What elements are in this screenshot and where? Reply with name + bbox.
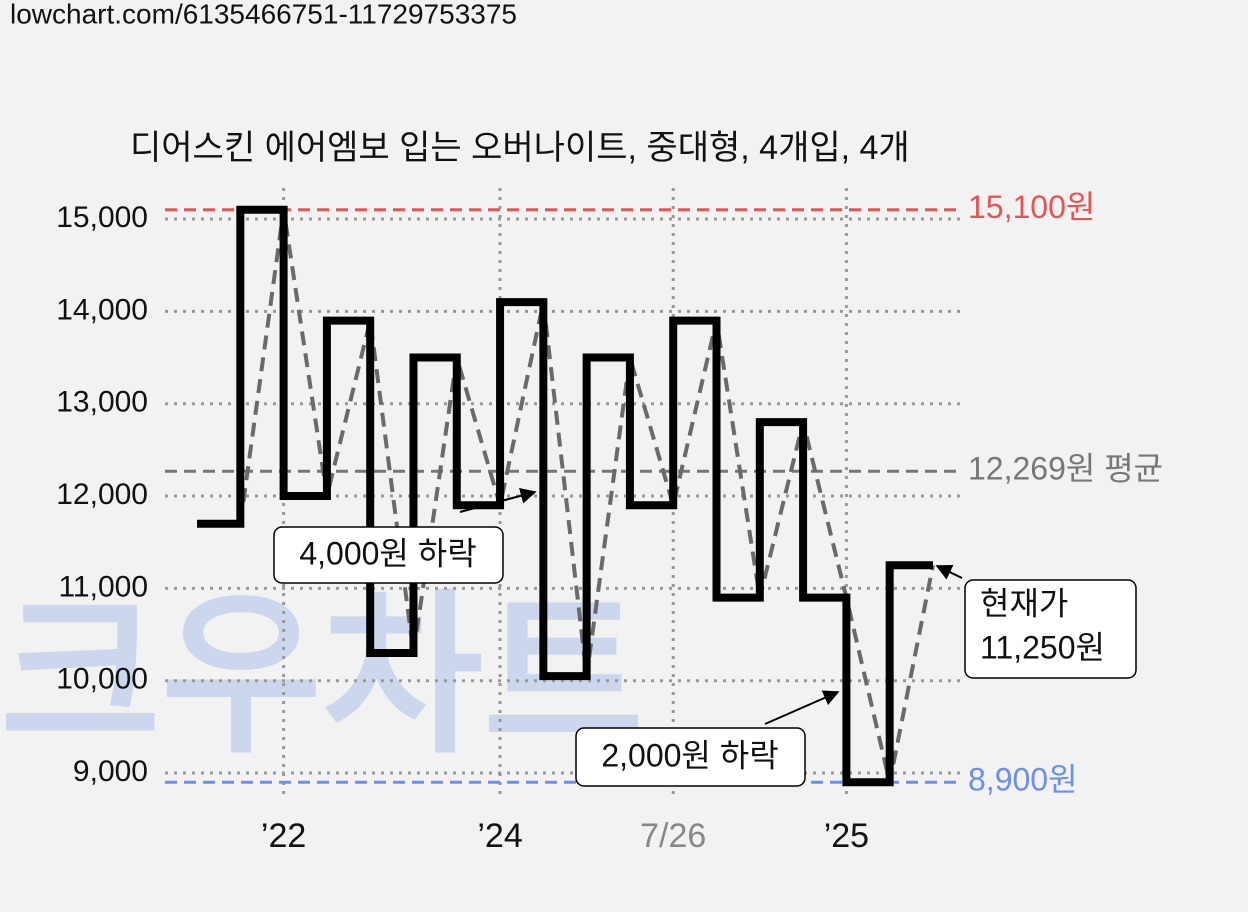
y-tick-label: 11,000 [58,570,148,603]
annotation: 2,000원 하락 [601,737,778,773]
annotation: 현재가 [980,585,1068,621]
reference-label: 8,900원 [968,762,1078,798]
annotation-arrow [459,487,537,513]
annotation-box [575,727,806,787]
reference-label: 12,269원 평균 [968,451,1163,487]
y-tick-label: 9,000 [73,755,148,788]
reference-label: 15,100원 [968,189,1095,225]
x-tick-label: ’25 [824,817,869,855]
y-tick-label: 12,000 [56,478,148,511]
annotation-arrow [764,690,840,725]
x-tick-label: ’22 [261,817,306,855]
y-tick-label: 10,000 [56,663,148,696]
annotation: 11,250원 [980,629,1105,665]
y-tick-label: 13,000 [56,386,148,419]
watermark: 크우차트 [0,579,644,774]
y-tick-label: 15,000 [56,201,148,234]
price-line [197,205,933,787]
url: lowchart.com/6135466751-11729753375 [10,0,517,29]
chart-title: 디어스킨 에어엠보 입는 오버나이트, 중대형, 4개입, 4개 [130,129,910,167]
x-tick-label: ’24 [477,817,522,855]
annotation-arrow [935,565,963,580]
annotation-box [273,526,504,584]
y-tick-label: 14,000 [56,293,148,326]
annotation-box [964,579,1137,679]
x-tick-label: 7/26 [640,817,706,855]
annotation: 4,000원 하락 [299,535,476,571]
